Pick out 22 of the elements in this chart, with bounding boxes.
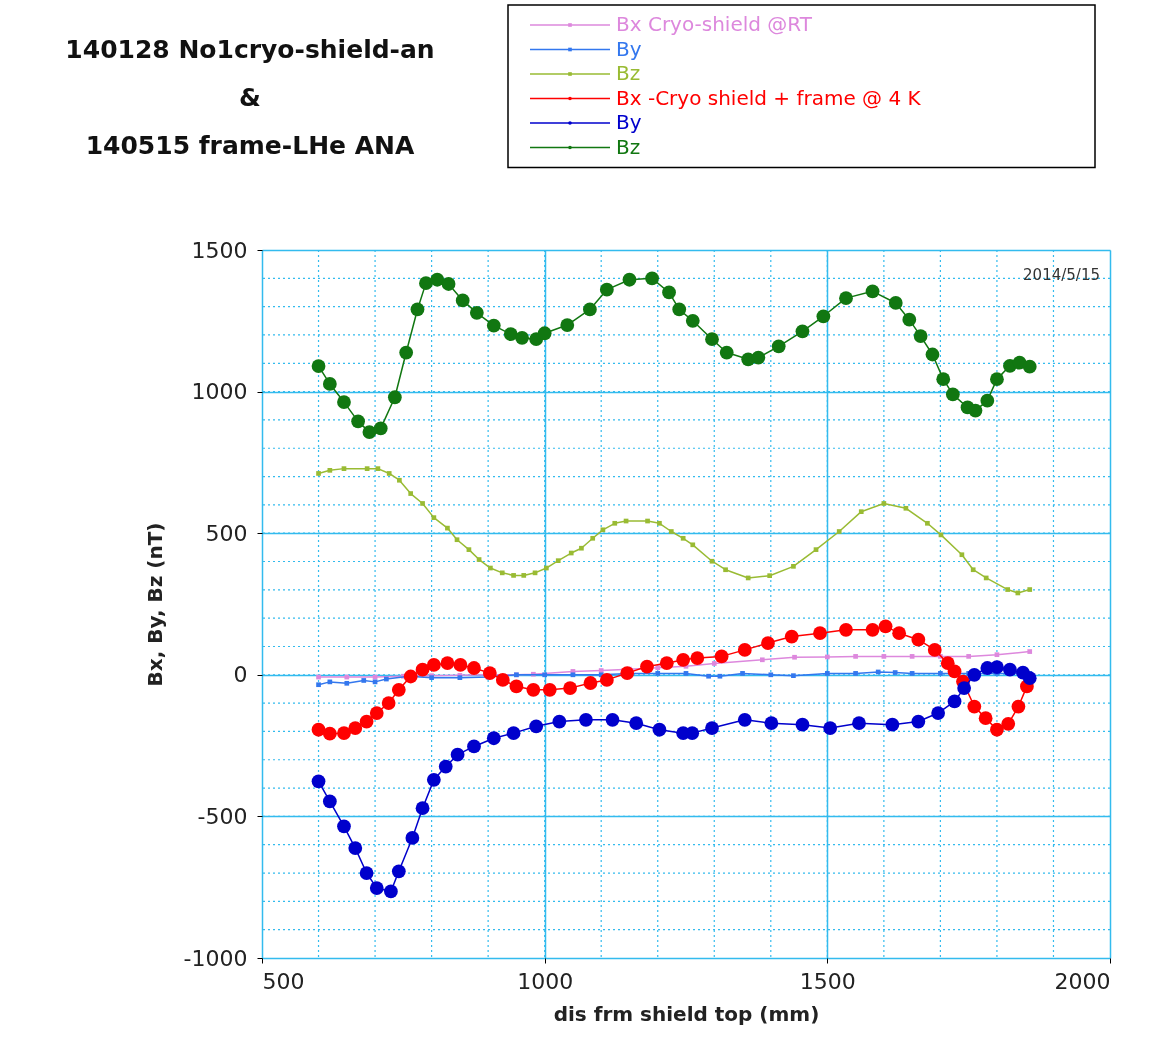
y-tick-label: 1000 (191, 379, 248, 405)
legend-label: Bz (616, 61, 641, 85)
legend-label: Bz (616, 134, 641, 159)
x-tick-label: 1000 (517, 968, 574, 994)
y-tick-label: 1500 (191, 237, 248, 263)
x-tick-label: 2000 (1054, 968, 1111, 994)
legend-label: Bx Cryo-shield @RT (616, 12, 813, 36)
annotation: 2014/5/15 (1023, 266, 1100, 284)
text: 140128 No1cryo-shield-an (65, 35, 435, 64)
y-tick-label: 500 (205, 520, 248, 546)
text: & (239, 83, 261, 112)
legend-label: Bx -Cryo shield + frame @ 4 K (616, 85, 922, 110)
legend-label: By (616, 110, 642, 134)
x-tick-label: 500 (262, 968, 305, 994)
legend-label: By (616, 36, 642, 61)
y-tick-label: -1000 (183, 945, 248, 971)
y-tick-label: -500 (197, 803, 248, 829)
y-tick-label: 0 (233, 662, 248, 688)
y-axis-title: Bx, By, Bz (nT) (142, 522, 167, 687)
x-axis-title: dis frm shield top (mm) (553, 1001, 820, 1026)
text: 140515 frame-LHe ANA (85, 131, 415, 160)
x-tick-label: 1500 (799, 968, 856, 994)
